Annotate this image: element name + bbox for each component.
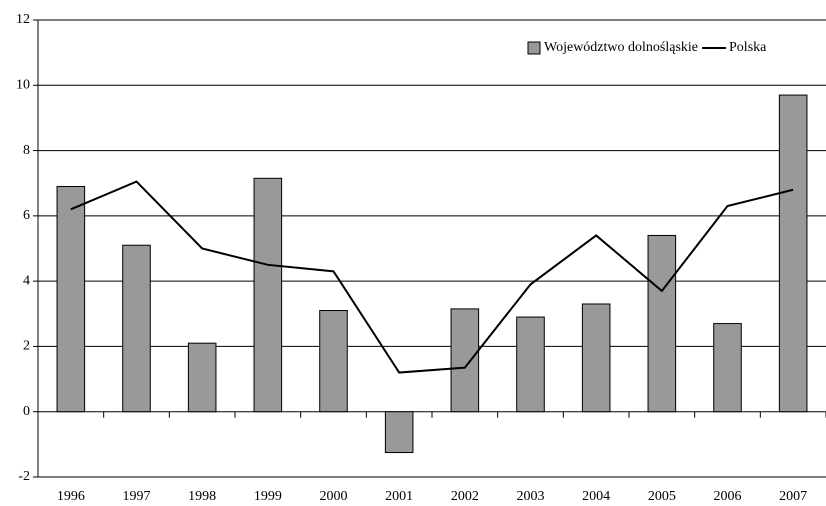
legend-label: Polska [729, 40, 767, 55]
y-tick-label: 12 [16, 12, 30, 27]
x-tick-label: 2003 [517, 489, 545, 504]
y-tick-label: 6 [23, 208, 30, 223]
y-tick-label: 2 [23, 339, 30, 354]
bar [319, 310, 348, 413]
bar [122, 244, 151, 413]
bar [56, 185, 86, 413]
bar [384, 411, 414, 454]
y-tick-label: 10 [16, 78, 30, 93]
y-tick-label: 4 [23, 273, 30, 288]
x-tick-label: 1997 [123, 489, 151, 504]
x-tick-label: 2000 [320, 489, 348, 504]
bar [253, 177, 283, 413]
bar [581, 303, 611, 413]
x-tick-label: 2002 [451, 489, 479, 504]
x-tick-label: 2006 [714, 489, 742, 504]
legend-label: Województwo dolnośląskie [544, 40, 698, 55]
x-tick-label: 1999 [254, 489, 282, 504]
bar [713, 323, 742, 413]
bar [778, 94, 808, 413]
x-tick-label: 2007 [779, 489, 807, 504]
x-tick-label: 2004 [582, 489, 610, 504]
line [70, 180, 794, 374]
bar [516, 316, 545, 413]
bar [450, 308, 480, 413]
legend-swatch [527, 41, 541, 55]
bar [647, 234, 677, 413]
y-tick-label: -2 [18, 469, 30, 484]
y-tick-label: 0 [23, 404, 30, 419]
bar [187, 342, 217, 413]
x-tick-label: 2005 [648, 489, 676, 504]
x-tick-label: 1998 [188, 489, 216, 504]
x-tick-label: 2001 [385, 489, 413, 504]
x-tick-label: 1996 [57, 489, 85, 504]
y-tick-label: 8 [23, 143, 30, 158]
